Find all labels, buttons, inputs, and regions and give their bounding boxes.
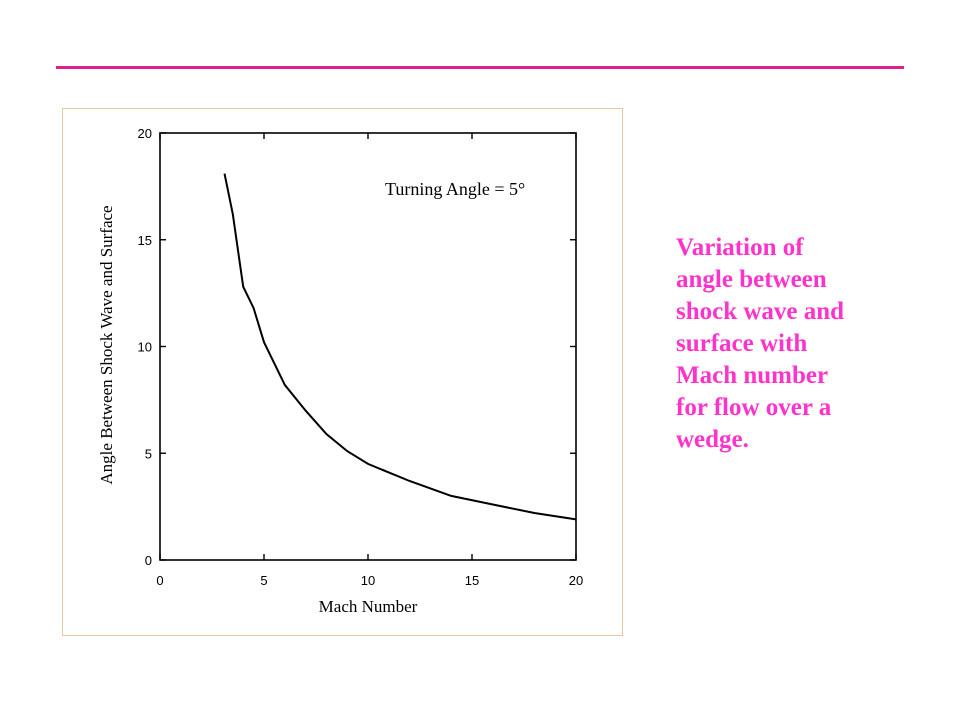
series-line bbox=[223, 173, 577, 521]
x-tick-label: 20 bbox=[569, 573, 583, 588]
x-tick-label: 10 bbox=[361, 573, 375, 588]
y-axis-ticks: 0 5 10 15 20 bbox=[138, 126, 576, 568]
chart-annotation: Turning Angle = 5° bbox=[385, 179, 525, 199]
x-axis-label: Mach Number bbox=[319, 597, 418, 616]
y-tick-label: 15 bbox=[138, 233, 152, 248]
y-tick-label: 0 bbox=[145, 553, 152, 568]
figure-frame bbox=[62, 108, 623, 636]
x-axis-ticks: 0 5 10 15 20 bbox=[156, 133, 583, 588]
y-axis-label: Angle Between Shock Wave and Surface bbox=[97, 205, 116, 484]
y-tick-label: 20 bbox=[138, 126, 152, 141]
slide-caption: Variation of angle between shock wave an… bbox=[676, 234, 845, 453]
x-tick-label: 0 bbox=[156, 573, 163, 588]
x-tick-label: 15 bbox=[465, 573, 479, 588]
header-rule bbox=[56, 66, 904, 69]
x-tick-label: 5 bbox=[260, 573, 267, 588]
y-tick-label: 5 bbox=[145, 446, 152, 461]
y-tick-label: 10 bbox=[138, 340, 152, 355]
